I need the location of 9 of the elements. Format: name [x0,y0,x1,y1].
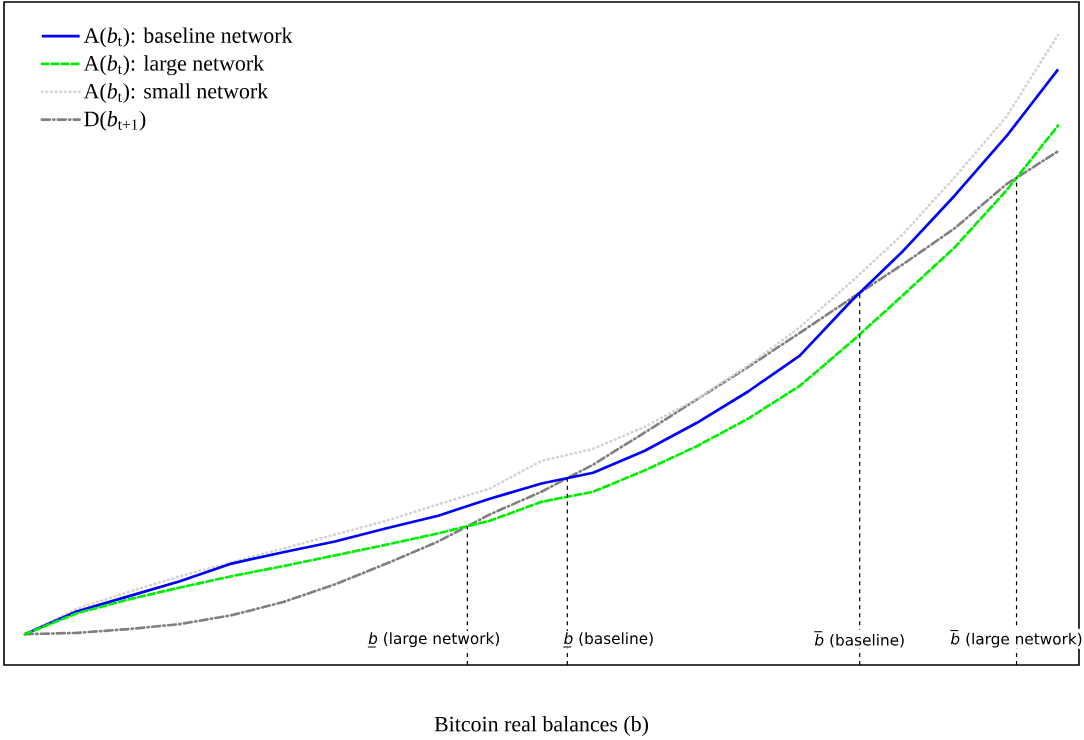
legend-label: A(b$_{t}$): large network [83,55,265,76]
annotation: b̅ (baseline) [814,631,904,648]
legend-label: A(b$_{t}$): baseline network [83,27,293,48]
x-axis-title: Bitcoin real balances (b) [434,715,648,736]
legend-label: D(b$_{t+1}$) [84,110,146,131]
annotation: b̲ (baseline) [563,632,653,648]
annotation: b̅ (large network) [950,629,1082,648]
annotation: b̲ (large network) [367,632,499,648]
legend-label: A(b$_{t}$): small network [83,82,269,103]
